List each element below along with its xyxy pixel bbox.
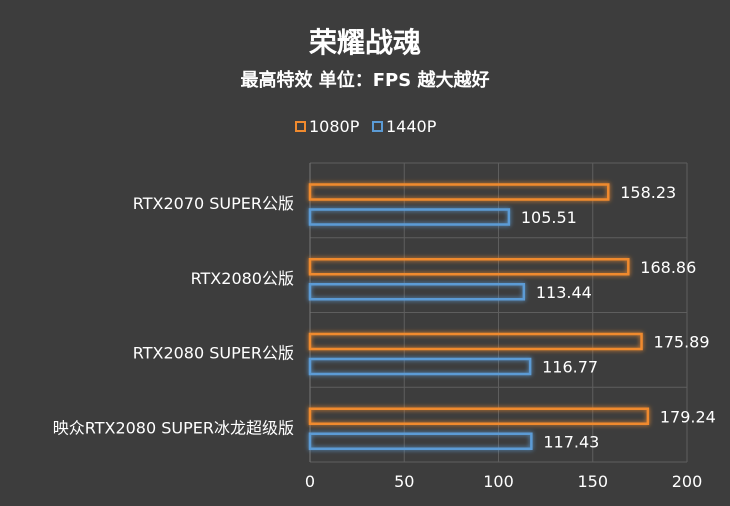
bars: 158.23 105.51 168.86 113.44 175.89 116.77 179.… [308,183,716,451]
x-tick-label-100: 100 [483,472,514,491]
data-label-1440p-3: 117.43 [543,432,599,451]
bar-1440p-1 [308,283,526,301]
x-tick-label-200: 200 [672,472,703,491]
data-label-1080p-1: 168.86 [640,258,696,277]
bar-1080p-1 [308,258,630,276]
category-labels: RTX2070 SUPER公版 RTX2080公版 RTX2080 SUPER公版映… [53,194,294,437]
data-label-1080p-3: 179.24 [660,407,716,426]
category-label-3: 映众RTX2080 SUPER冰龙超级版 [53,418,294,437]
legend: 1080P 1440P [295,117,437,136]
bar-1440p-3 [308,432,533,450]
chart-subtitle: 最高特效 单位：FPS 越大越好 [241,69,490,91]
category-label-2: RTX2080 SUPER公版 [133,344,294,363]
category-label-1: RTX2080公版 [191,269,294,288]
data-label-1440p-2: 116.77 [542,358,598,377]
bar-1080p-2 [308,332,643,351]
bar-1440p-0 [308,208,511,226]
bar-1080p-3 [308,407,650,425]
x-tick-label-150: 150 [577,472,608,491]
x-tick-label-0: 0 [305,472,315,491]
legend-label-1080p: 1080P [309,117,360,136]
chart-title: 荣耀战魂 [309,26,421,59]
data-label-1440p-1: 113.44 [536,283,592,302]
legend-swatch-1080p [295,121,306,132]
data-label-1440p-0: 105.51 [521,208,577,227]
data-label-1080p-2: 175.89 [654,333,710,352]
legend-label-1440p: 1440P [386,117,437,136]
data-label-1080p-0: 158.23 [620,183,676,202]
category-label-0: RTX2070 SUPER公版 [133,194,294,213]
gridlines [309,162,688,463]
legend-swatch-1440p [372,121,383,132]
x-axis-ticks: 0 50 100 150 200 [305,472,702,491]
x-tick-label-50: 50 [394,472,414,491]
bar-1440p-2 [308,357,532,376]
bar-1080p-0 [308,183,610,201]
